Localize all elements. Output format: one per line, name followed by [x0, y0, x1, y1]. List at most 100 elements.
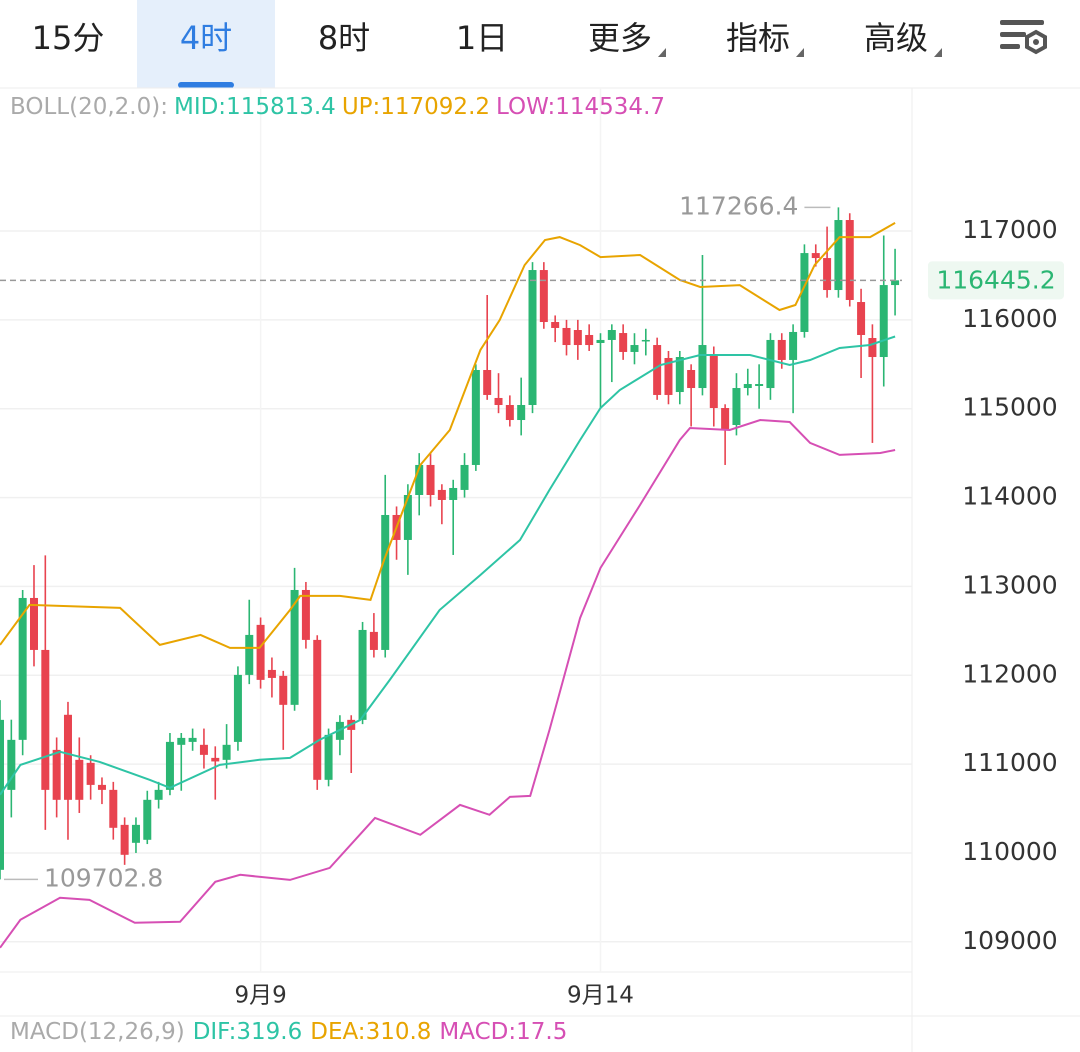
dropdown-arrow	[796, 48, 804, 57]
candle-body	[619, 333, 628, 352]
candle-body	[18, 597, 27, 740]
boll-item-value: 114534.7	[555, 94, 665, 120]
candle-body	[177, 737, 186, 745]
icon-gear	[1025, 29, 1047, 55]
boll-item-value: 117092.2	[380, 94, 490, 120]
candle-body	[154, 789, 163, 800]
candle-body	[868, 338, 877, 358]
candle-body	[63, 714, 72, 800]
active-tab-bg	[137, 0, 275, 88]
candle-body	[505, 404, 514, 421]
candle-body	[188, 737, 197, 742]
candle-body	[834, 220, 843, 291]
candle-body	[120, 824, 129, 855]
candle-body	[165, 741, 174, 790]
boll-title: BOLL(20,2.0):	[10, 94, 168, 120]
tab[interactable]: 4时	[180, 19, 232, 57]
tab[interactable]: 8时	[318, 19, 370, 57]
candle-body	[279, 675, 288, 705]
candle-body	[290, 589, 299, 705]
tab-bar: 15分 4时 8时 1日 更多 指标 高级	[32, 0, 942, 88]
macd-item-label: DIF:	[193, 1019, 237, 1045]
candle-body	[732, 388, 741, 425]
tab[interactable]: 指标	[726, 19, 790, 57]
candle-body	[585, 334, 594, 346]
candle-body	[358, 629, 367, 720]
macd-item-label: MACD:	[439, 1019, 516, 1045]
boll-item-label: LOW:	[496, 94, 555, 120]
candle-body	[766, 339, 775, 389]
y-tick-label: 115000	[962, 393, 1057, 422]
y-tick-label: 109000	[962, 926, 1057, 955]
candle-body	[471, 369, 480, 465]
candle-body	[811, 253, 820, 259]
y-tick-label: 117000	[962, 215, 1057, 244]
candle-body	[755, 384, 764, 386]
y-tick-label: 116000	[962, 304, 1057, 333]
dropdown-arrow	[934, 48, 942, 57]
candle-body	[426, 464, 435, 495]
candle-body	[301, 589, 310, 640]
tab[interactable]: 高级	[864, 19, 928, 57]
x-tick-label: 9月14	[567, 983, 634, 1009]
candle-body	[222, 744, 231, 760]
icon-bar	[1000, 44, 1020, 49]
candle-body	[483, 369, 492, 395]
boll-item-label: UP:	[342, 94, 380, 120]
macd-item-value: 17.5	[516, 1019, 567, 1045]
candle-body	[709, 354, 718, 409]
dropdown-arrow	[658, 48, 666, 57]
candle-body	[52, 749, 61, 800]
y-tick-label: 114000	[962, 482, 1057, 511]
candle-body	[743, 384, 752, 389]
candle-body	[596, 339, 605, 343]
tab[interactable]: 15分	[32, 19, 105, 57]
last-price-box	[928, 261, 1064, 300]
candle-body	[687, 369, 696, 389]
max-label: 117266.4	[679, 191, 798, 220]
candle-body	[494, 397, 503, 405]
candle-body	[721, 408, 730, 430]
candle-body	[573, 330, 582, 346]
candle-body	[664, 357, 673, 395]
settings-icon[interactable]	[1000, 20, 1047, 55]
candle-body	[245, 634, 254, 675]
candle-body	[109, 789, 118, 828]
candle-body	[381, 514, 390, 650]
candle-body	[41, 649, 50, 790]
candle-body	[891, 280, 900, 286]
candle-body	[539, 270, 548, 323]
candle-body	[528, 270, 537, 405]
candle-body	[256, 624, 265, 680]
macd-item-value: 319.6	[236, 1019, 302, 1045]
candle-body	[403, 494, 412, 540]
candle-body	[437, 489, 446, 500]
min-label: 109702.8	[44, 863, 163, 892]
last-price-label: 116445.2	[936, 265, 1055, 294]
candle-body	[641, 339, 650, 342]
candle-body	[0, 719, 4, 870]
candle-body	[415, 464, 424, 495]
macd-title: MACD(12,26,9)	[10, 1019, 185, 1045]
candle-body	[233, 674, 242, 742]
candle-body	[267, 669, 276, 678]
candle-body	[653, 345, 662, 395]
tab[interactable]: 更多	[588, 19, 652, 57]
tab[interactable]: 1日	[456, 19, 508, 57]
x-tick-label: 9月9	[234, 983, 286, 1009]
candle-body	[29, 597, 38, 650]
candle-body	[551, 322, 560, 328]
candle-body	[369, 631, 378, 650]
candle-body	[630, 345, 639, 352]
candle-body	[211, 757, 220, 762]
grid: 109000 110000 111000 112000 113000 114000 1150…	[0, 88, 1058, 1009]
y-tick-label: 112000	[962, 659, 1057, 688]
candle-body	[86, 762, 95, 785]
candle-body	[857, 302, 866, 335]
macd-header: MACD(12,26,9) DIF:319.6 DEA:310.8 MACD:17.5	[10, 1019, 567, 1045]
boll-item-label: MID:	[174, 94, 226, 120]
candle-body	[97, 784, 106, 790]
candle-body	[324, 734, 333, 780]
